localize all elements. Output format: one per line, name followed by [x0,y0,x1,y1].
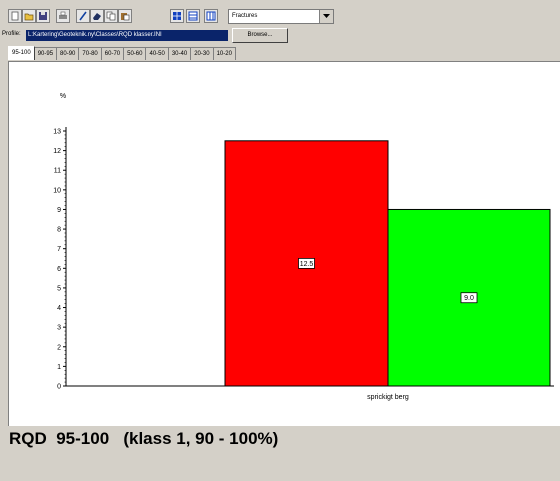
new-document-icon[interactable] [8,9,22,23]
y-tick-label: 0 [57,384,61,391]
tab-10-20[interactable]: 10-20 [213,47,236,60]
y-tick-label: 2 [57,344,61,351]
data-label: 12.5 [300,261,314,268]
tab-50-60[interactable]: 50-60 [124,47,147,60]
columns-icon[interactable] [204,9,218,23]
y-tick-label: 7 [57,246,61,253]
profile-row: Profile: L:Kartering\Geoteknik.ny\Classe… [0,28,560,44]
data-label-box [298,258,315,269]
y-axis-label: % [60,93,66,100]
y-tick-label: 3 [57,325,61,332]
pencil-icon[interactable] [76,9,90,23]
eraser-icon[interactable] [90,9,104,23]
y-tick-label: 10 [53,187,61,194]
data-label: 9.0 [464,295,474,302]
data-label-box [460,292,478,304]
rqd-caption: RQD 95-100 (klass 1, 90 - 100%) [9,429,279,448]
tab-90-95[interactable]: 90-95 [34,47,58,60]
tab-30-40[interactable]: 30-40 [168,47,192,60]
y-tick-label: 4 [57,305,61,312]
y-tick-label: 6 [57,266,61,273]
browse-button[interactable]: Browse... [232,28,288,43]
tab-20-30[interactable]: 20-30 [191,47,214,60]
grid-icon[interactable] [170,9,184,23]
profile-label: Profile: [2,31,21,37]
chart-panel: % 0 1 2 3 4 5 6 7 8 9 10 11 12 13 12.5 9.0 sprickigt berg [8,61,560,426]
tab-80-90[interactable]: 80-90 [57,47,80,60]
tab-60-70[interactable]: 60-70 [101,47,125,60]
copy-icon[interactable] [104,9,118,23]
paste-icon[interactable] [118,9,132,23]
open-folder-icon[interactable] [22,9,36,23]
y-tick-label: 13 [53,129,61,136]
y-tick-label: 5 [57,285,61,292]
print-icon[interactable] [56,9,70,23]
class-tabs: 95-100 90-95 80-90 70-80 60-70 50-60 40-50 30-4… [8,46,236,61]
save-icon[interactable] [36,9,50,23]
tab-40-50[interactable]: 40-50 [146,47,169,60]
y-tick-label: 12 [53,148,61,155]
y-tick-label: 9 [57,207,61,214]
y-tick-label: 1 [57,364,61,371]
chevron-down-icon[interactable] [319,10,333,23]
toolbar: Fractures [0,0,560,28]
y-tick-label: 11 [54,168,61,175]
y-tick-label: 8 [57,227,61,234]
profile-path-field[interactable]: L:Kartering\Geoteknik.ny\Classes\RQD kla… [26,30,228,41]
tab-95-100[interactable]: 95-100 [8,46,35,60]
x-axis-label: sprickigt berg [367,394,409,401]
table-icon[interactable] [186,9,200,23]
tab-70-80[interactable]: 70-80 [79,47,102,60]
display-type-value: Fractures [232,13,258,19]
display-type-select[interactable]: Fractures [228,9,334,24]
